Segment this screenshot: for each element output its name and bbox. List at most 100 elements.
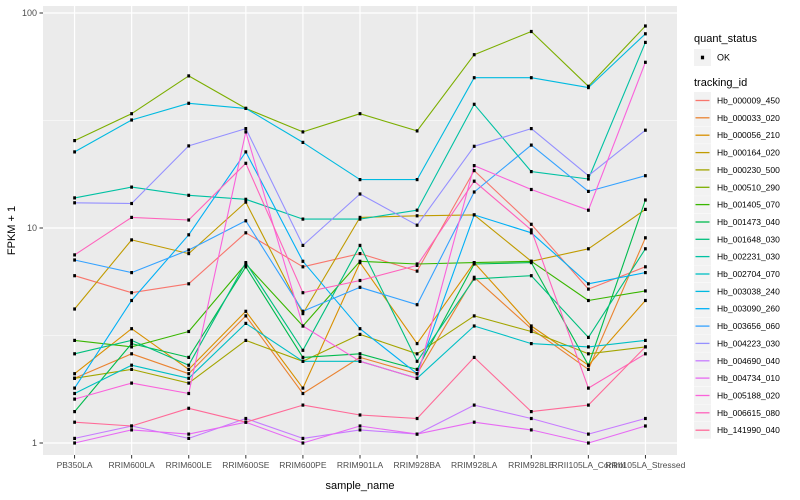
data-point xyxy=(358,359,362,363)
data-point xyxy=(244,321,248,325)
x-axis-title: sample_name xyxy=(325,480,394,492)
data-point xyxy=(244,200,248,204)
legend-tracking-id-title: tracking_id xyxy=(694,77,747,89)
legend-item-label: Hb_006615_080 xyxy=(717,408,780,418)
data-point xyxy=(587,174,590,178)
data-point xyxy=(472,179,476,183)
legend-item-label: Hb_000009_450 xyxy=(717,96,780,106)
data-point xyxy=(187,233,191,237)
data-point xyxy=(301,140,305,144)
data-point xyxy=(301,309,305,313)
data-point xyxy=(529,29,533,34)
data-point xyxy=(358,413,362,417)
data-point xyxy=(358,259,362,263)
data-point xyxy=(644,128,647,132)
data-point xyxy=(244,161,248,165)
data-point xyxy=(73,253,76,257)
data-point xyxy=(472,277,476,281)
data-point xyxy=(587,363,590,367)
x-axis-tick-label: RRIM600LE xyxy=(166,460,213,470)
legend-item-label: Hb_000056_210 xyxy=(717,130,780,140)
data-point xyxy=(130,381,133,385)
data-point xyxy=(187,355,191,359)
data-point xyxy=(415,178,419,182)
data-point xyxy=(244,197,248,201)
data-point xyxy=(73,386,76,390)
y-axis-tick-label: 100 xyxy=(22,8,37,18)
data-point xyxy=(244,231,248,235)
data-point xyxy=(415,359,419,363)
data-point xyxy=(301,348,305,352)
data-point xyxy=(587,287,590,291)
data-point xyxy=(529,127,533,131)
data-point xyxy=(358,355,362,359)
data-point xyxy=(187,218,191,222)
x-axis-tick-label: PB350LA xyxy=(57,460,93,470)
data-point xyxy=(644,32,647,36)
data-point xyxy=(187,376,191,380)
data-point xyxy=(301,403,305,407)
data-point xyxy=(244,265,248,269)
data-point xyxy=(415,208,419,212)
data-point xyxy=(301,391,305,396)
data-point xyxy=(358,112,362,116)
x-axis-tick-label: RRII105LA_Control xyxy=(551,460,625,470)
data-point xyxy=(644,60,647,64)
data-point xyxy=(73,201,76,205)
data-point xyxy=(644,424,647,428)
x-axis-tick-label: RRIM600SE xyxy=(222,460,270,470)
data-point xyxy=(415,432,419,436)
data-point xyxy=(301,359,305,363)
data-point xyxy=(130,298,133,303)
data-point xyxy=(644,198,647,202)
legend-item-label: Hb_001648_030 xyxy=(717,234,780,244)
data-point xyxy=(415,342,419,346)
data-point xyxy=(472,53,476,57)
data-point xyxy=(130,112,133,116)
data-point xyxy=(472,420,476,424)
legend-ok-marker-icon xyxy=(700,55,705,60)
data-point xyxy=(472,190,476,194)
data-point xyxy=(130,118,133,122)
data-point xyxy=(244,219,248,223)
data-point xyxy=(187,406,191,410)
x-axis-tick-label: RRIM600LA xyxy=(108,460,155,470)
legend-item-label: Hb_001405_070 xyxy=(717,200,780,210)
x-axis-tick-label: RRIM928LE xyxy=(508,460,555,470)
data-point xyxy=(187,101,191,105)
data-point xyxy=(529,222,533,226)
data-point xyxy=(472,164,476,168)
data-point xyxy=(130,201,133,206)
data-point xyxy=(187,144,191,148)
data-point xyxy=(73,274,76,278)
data-point xyxy=(415,352,419,356)
data-point xyxy=(187,391,191,396)
data-point xyxy=(644,345,647,349)
data-point xyxy=(415,303,419,307)
data-point xyxy=(301,386,305,390)
data-point xyxy=(358,352,362,356)
data-point xyxy=(73,436,76,440)
data-point xyxy=(73,338,76,342)
data-point xyxy=(644,40,647,44)
data-point xyxy=(472,324,476,328)
data-point xyxy=(644,236,647,240)
data-point xyxy=(529,274,533,278)
y-axis-tick-label: 1 xyxy=(32,438,37,448)
data-point xyxy=(130,352,133,356)
data-point xyxy=(529,342,533,346)
legend-item-label: Hb_003090_260 xyxy=(717,304,780,314)
data-point xyxy=(244,150,248,154)
data-point xyxy=(587,177,590,181)
data-point xyxy=(187,282,191,286)
data-point xyxy=(358,327,362,331)
data-point xyxy=(587,282,590,286)
data-point xyxy=(358,285,362,289)
data-point xyxy=(587,189,590,193)
legend-item-label: Hb_000033_020 xyxy=(717,113,780,123)
data-point xyxy=(244,338,248,342)
data-point xyxy=(644,416,647,421)
data-point xyxy=(415,129,419,133)
data-point xyxy=(73,372,76,376)
